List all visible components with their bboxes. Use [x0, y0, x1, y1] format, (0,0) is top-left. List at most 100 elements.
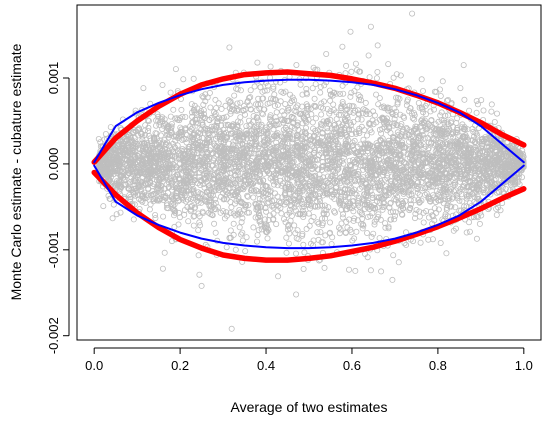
scatter-point: [156, 119, 163, 126]
scatter-point: [260, 138, 267, 145]
scatter-point: [253, 107, 260, 114]
scatter-point: [282, 101, 289, 108]
scatter-point: [426, 122, 433, 129]
scatter-point: [190, 75, 197, 82]
scatter-point: [409, 132, 416, 139]
scatter-point: [262, 204, 269, 211]
scatter-point: [368, 233, 375, 240]
scatter-point: [335, 111, 342, 118]
scatter-point: [194, 141, 201, 148]
scatter-point: [180, 189, 187, 196]
scatter-point: [186, 173, 193, 180]
scatter-point: [356, 125, 363, 132]
scatter-point: [264, 100, 271, 107]
scatter-point: [298, 110, 305, 117]
scatter-point: [293, 201, 300, 208]
scatter-point: [306, 132, 313, 139]
scatter-point: [514, 167, 521, 174]
scatter-point: [339, 82, 346, 89]
scatter-point: [282, 88, 289, 95]
scatter-point: [444, 119, 451, 126]
scatter-point: [314, 229, 321, 236]
scatter-point: [303, 167, 310, 174]
scatter-point: [390, 137, 397, 144]
scatter-point: [346, 204, 353, 211]
scatter-point: [423, 208, 430, 215]
scatter-point: [443, 141, 450, 148]
scatter-point: [301, 249, 308, 256]
scatter-point: [413, 206, 420, 213]
scatter-point: [316, 198, 323, 205]
scatter-point: [407, 105, 414, 112]
scatter-point: [395, 199, 402, 206]
scatter-point: [355, 177, 362, 184]
scatter-point: [348, 131, 355, 138]
scatter-point: [273, 221, 280, 228]
scatter-point: [146, 206, 153, 213]
scatter-point: [161, 169, 168, 176]
scatter-point: [190, 186, 197, 193]
scatter-point: [446, 195, 453, 202]
scatter-point: [113, 178, 120, 185]
scatter-point: [113, 151, 120, 158]
scatter-point: [275, 202, 282, 209]
scatter-point: [437, 187, 444, 194]
scatter-point: [284, 118, 291, 125]
scatter-point: [461, 140, 468, 147]
scatter-point: [290, 185, 297, 192]
scatter-point: [280, 148, 287, 155]
scatter-point: [147, 171, 154, 178]
scatter-point: [440, 132, 447, 139]
scatter-point: [247, 121, 254, 128]
scatter-point: [419, 106, 426, 113]
scatter-point: [203, 178, 210, 185]
scatter-point: [145, 127, 152, 134]
scatter-point: [158, 164, 165, 171]
scatter-point: [199, 121, 206, 128]
scatter-point: [396, 95, 403, 102]
scatter-point: [471, 144, 478, 151]
scatter-point: [264, 235, 271, 242]
scatter-point: [379, 150, 386, 157]
scatter-point: [222, 102, 229, 109]
scatter-point: [422, 184, 429, 191]
scatter-point: [473, 140, 480, 147]
scatter-point: [478, 212, 485, 219]
scatter-point: [236, 165, 243, 172]
scatter-point: [344, 174, 351, 181]
scatter-point: [110, 201, 117, 208]
scatter-point: [416, 191, 423, 198]
scatter-point: [240, 133, 247, 140]
scatter-point: [347, 93, 354, 100]
scatter-point: [119, 142, 126, 149]
scatter-point: [299, 230, 306, 237]
scatter-point: [347, 226, 354, 233]
scatter-point: [199, 150, 206, 157]
scatter-point: [192, 119, 199, 126]
scatter-point: [293, 104, 300, 111]
scatter-point: [374, 183, 381, 190]
scatter-point: [373, 75, 380, 82]
scatter-point: [135, 179, 142, 186]
scatter-point: [272, 114, 279, 121]
scatter-point: [226, 192, 233, 199]
scatter-point: [427, 108, 434, 115]
scatter-point: [315, 139, 322, 146]
scatter-point: [480, 173, 487, 180]
scatter-point: [351, 169, 358, 176]
scatter-point: [171, 223, 178, 230]
scatter-point: [331, 209, 338, 216]
scatter-point: [493, 147, 500, 154]
scatter-point: [502, 157, 509, 164]
scatter-point: [334, 131, 341, 138]
scatter-point: [198, 166, 205, 173]
scatter-point: [165, 165, 172, 172]
scatter-point: [463, 134, 470, 141]
scatter-point: [451, 155, 458, 162]
scatter-point: [450, 227, 457, 234]
scatter-point: [397, 111, 404, 118]
scatter-point: [449, 158, 456, 165]
scatter-point: [351, 235, 358, 242]
scatter-point: [254, 232, 261, 239]
scatter-point: [361, 191, 368, 198]
